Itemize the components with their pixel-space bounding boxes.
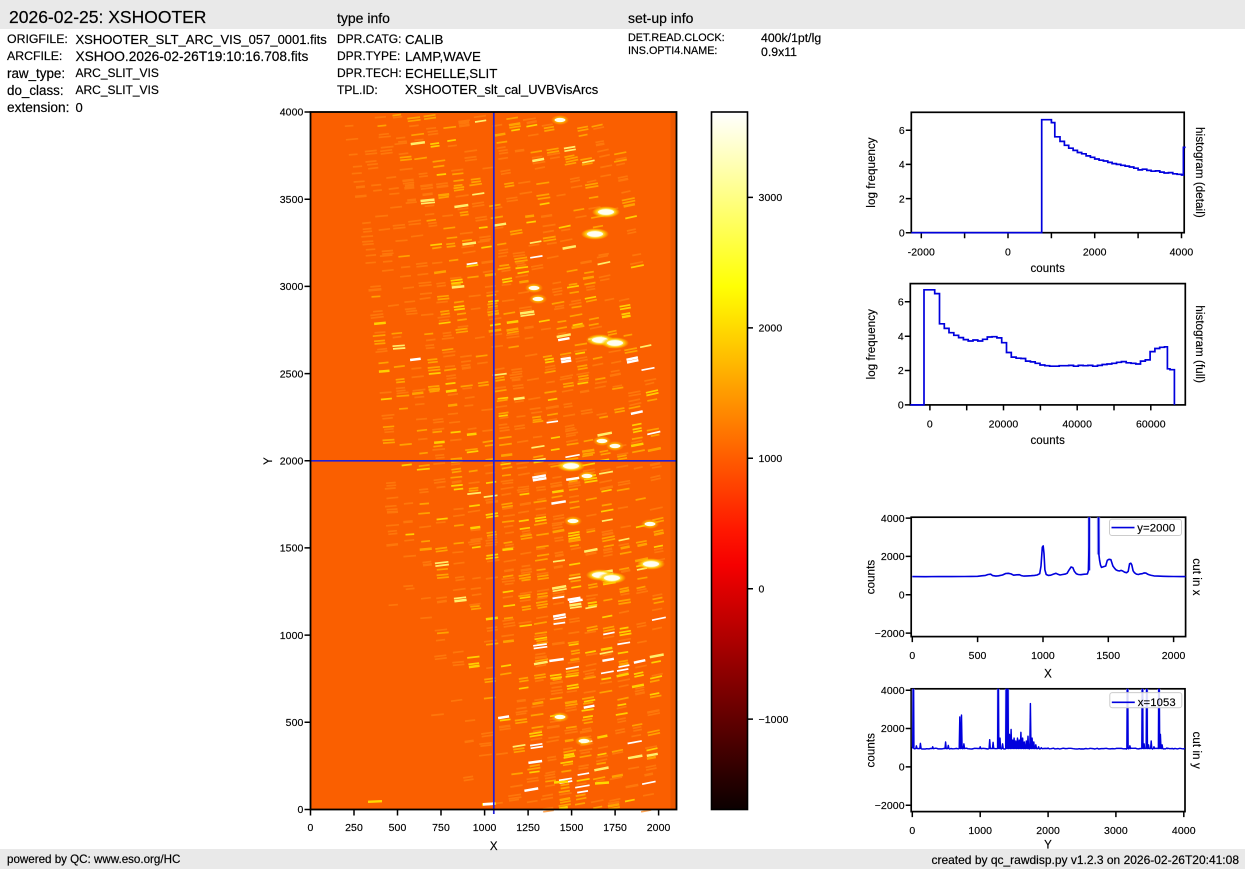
svg-text:log frequency: log frequency [866, 309, 878, 379]
svg-text:−2000: −2000 [875, 800, 905, 812]
svg-text:0: 0 [927, 418, 933, 430]
svg-text:2000: 2000 [759, 323, 783, 335]
svg-text:0: 0 [909, 650, 915, 662]
svg-text:2000: 2000 [280, 455, 304, 467]
svg-text:20000: 20000 [989, 418, 1019, 430]
svg-text:0: 0 [898, 400, 904, 412]
svg-text:0: 0 [759, 583, 765, 595]
svg-text:counts: counts [1030, 435, 1065, 447]
svg-text:2000: 2000 [1162, 650, 1186, 662]
svg-text:1500: 1500 [280, 543, 304, 555]
svg-text:6: 6 [898, 297, 904, 309]
svg-text:counts: counts [1030, 263, 1065, 275]
svg-text:2500: 2500 [280, 368, 304, 380]
svg-text:1000: 1000 [759, 453, 783, 465]
svg-text:Y: Y [263, 457, 275, 465]
svg-text:2000: 2000 [881, 723, 905, 735]
svg-text:0: 0 [899, 762, 905, 774]
svg-text:0: 0 [909, 825, 915, 837]
svg-text:-2000: -2000 [908, 246, 935, 258]
svg-text:3000: 3000 [759, 192, 783, 204]
svg-text:3500: 3500 [280, 194, 304, 206]
svg-text:−2000: −2000 [875, 628, 905, 640]
svg-text:4000: 4000 [881, 513, 905, 525]
svg-text:2: 2 [898, 365, 904, 377]
svg-text:3000: 3000 [1104, 825, 1128, 837]
svg-text:0: 0 [298, 804, 304, 816]
svg-text:counts: counts [866, 733, 878, 768]
svg-text:0: 0 [308, 822, 314, 834]
svg-text:6: 6 [899, 125, 905, 137]
svg-text:X: X [490, 841, 498, 853]
svg-text:4: 4 [898, 331, 904, 343]
svg-text:4000: 4000 [280, 107, 304, 119]
svg-text:2000: 2000 [1036, 825, 1060, 837]
svg-text:cut in x: cut in x [1190, 558, 1202, 595]
svg-text:x=1053: x=1053 [1138, 697, 1176, 709]
svg-text:4: 4 [899, 159, 905, 171]
svg-text:1250: 1250 [516, 822, 540, 834]
svg-text:1000: 1000 [1031, 650, 1055, 662]
svg-text:500: 500 [969, 650, 987, 662]
svg-text:3000: 3000 [280, 281, 304, 293]
svg-text:histogram (detail): histogram (detail) [1193, 127, 1205, 218]
svg-text:2000: 2000 [1083, 246, 1107, 258]
svg-text:2: 2 [899, 193, 905, 205]
svg-text:750: 750 [432, 822, 450, 834]
svg-text:4000: 4000 [1170, 246, 1194, 258]
svg-text:X: X [1044, 669, 1052, 681]
svg-text:1000: 1000 [473, 822, 497, 834]
svg-text:−1000: −1000 [759, 714, 789, 726]
svg-text:4000: 4000 [881, 685, 905, 697]
svg-text:1000: 1000 [968, 825, 992, 837]
svg-text:0: 0 [1005, 246, 1011, 258]
svg-text:500: 500 [286, 717, 304, 729]
svg-text:1500: 1500 [1096, 650, 1120, 662]
svg-text:500: 500 [389, 822, 407, 834]
svg-text:1500: 1500 [560, 822, 584, 834]
svg-text:2000: 2000 [647, 822, 671, 834]
svg-text:cut in y: cut in y [1190, 732, 1202, 769]
svg-text:0: 0 [899, 590, 905, 602]
svg-text:log frequency: log frequency [866, 137, 878, 207]
svg-text:250: 250 [345, 822, 363, 834]
svg-text:histogram (full): histogram (full) [1193, 305, 1205, 383]
svg-text:0: 0 [899, 227, 905, 239]
svg-text:4000: 4000 [1172, 825, 1196, 837]
svg-text:1000: 1000 [280, 630, 304, 642]
svg-text:Y: Y [1044, 840, 1052, 852]
svg-text:60000: 60000 [1136, 418, 1166, 430]
svg-text:1750: 1750 [603, 822, 627, 834]
svg-text:2000: 2000 [881, 551, 905, 563]
svg-text:counts: counts [866, 560, 878, 595]
svg-text:y=2000: y=2000 [1137, 522, 1175, 534]
svg-text:40000: 40000 [1062, 418, 1092, 430]
